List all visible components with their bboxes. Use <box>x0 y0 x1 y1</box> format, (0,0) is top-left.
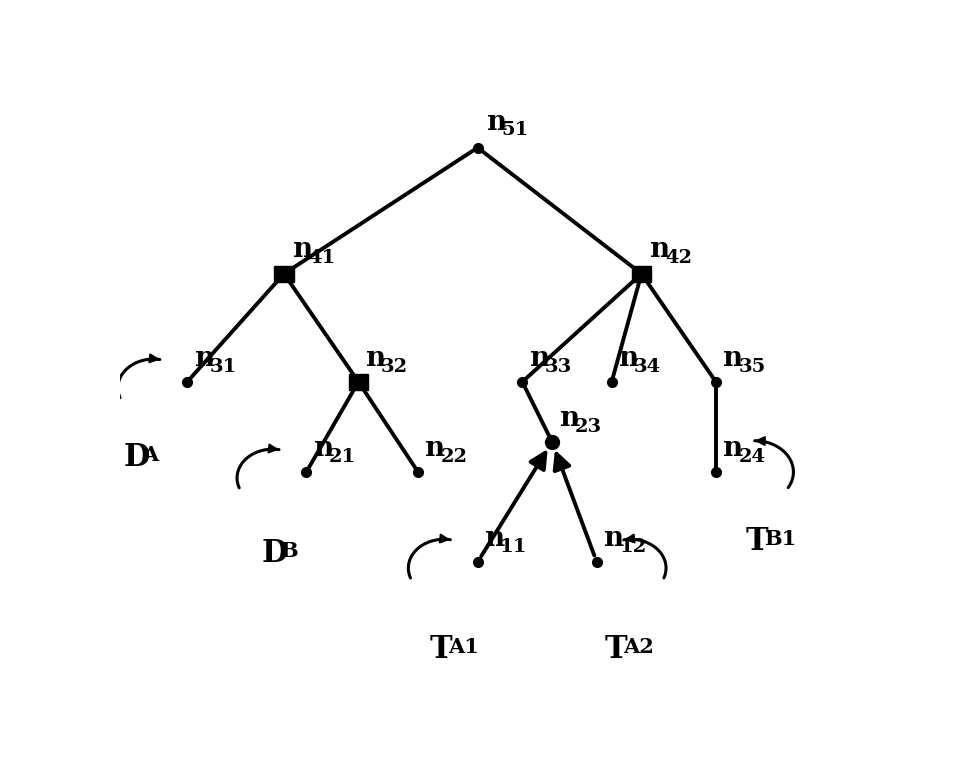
Text: n: n <box>426 435 446 463</box>
Text: n: n <box>313 435 334 463</box>
Text: 23: 23 <box>575 418 602 436</box>
Text: n: n <box>619 346 639 372</box>
Text: B1: B1 <box>764 529 797 549</box>
Bar <box>349 374 368 390</box>
Text: 24: 24 <box>738 448 765 466</box>
Text: 21: 21 <box>329 448 356 466</box>
Text: 41: 41 <box>308 249 335 267</box>
Text: 35: 35 <box>738 358 766 376</box>
Bar <box>274 266 294 282</box>
Text: 33: 33 <box>545 358 572 376</box>
Text: 32: 32 <box>381 358 407 376</box>
Text: 31: 31 <box>209 358 236 376</box>
Text: 22: 22 <box>440 448 467 466</box>
Text: T: T <box>604 634 627 665</box>
Text: A: A <box>142 445 159 465</box>
Text: n: n <box>366 346 386 372</box>
Text: A2: A2 <box>623 637 653 657</box>
Text: n: n <box>651 236 671 263</box>
Text: n: n <box>724 346 744 372</box>
Text: 42: 42 <box>665 249 692 267</box>
Text: 34: 34 <box>634 358 661 376</box>
Text: T: T <box>430 634 452 665</box>
Text: n: n <box>559 406 579 432</box>
Text: n: n <box>293 236 313 263</box>
Text: D: D <box>261 538 288 569</box>
Text: 11: 11 <box>500 538 528 556</box>
Text: B: B <box>281 541 298 561</box>
Text: 12: 12 <box>619 538 647 556</box>
Text: A1: A1 <box>448 637 479 657</box>
Text: n: n <box>604 526 625 552</box>
Bar <box>631 266 652 282</box>
Text: n: n <box>724 435 744 463</box>
Text: n: n <box>485 526 505 552</box>
Text: 51: 51 <box>502 121 529 140</box>
Text: n: n <box>194 346 215 372</box>
Text: n: n <box>530 346 550 372</box>
Text: D: D <box>124 442 150 473</box>
Text: n: n <box>486 108 506 136</box>
Text: T: T <box>746 526 769 557</box>
